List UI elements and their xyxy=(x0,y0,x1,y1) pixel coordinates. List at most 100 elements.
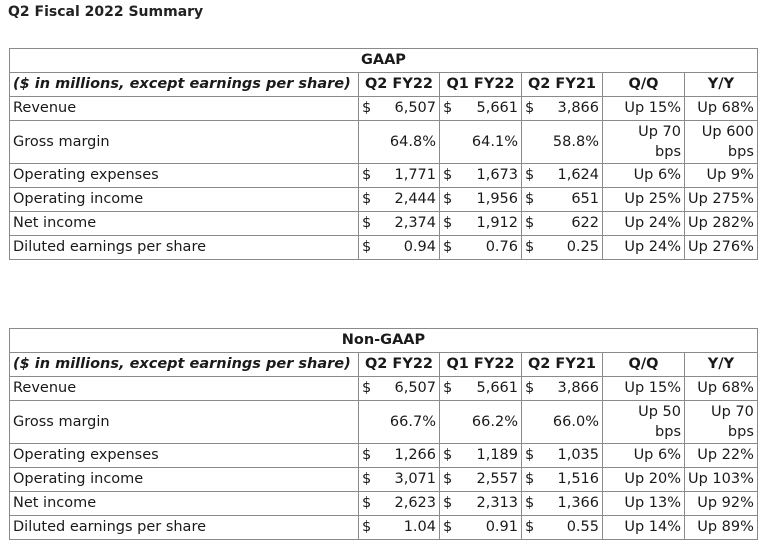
yoy-change-cell: Up 282% xyxy=(684,211,758,236)
change-line: bps xyxy=(727,144,754,160)
table-row: Diluted earnings per share $1.04 $0.91 $0.5… xyxy=(9,515,758,540)
yoy-change-cell: Up 70 bps xyxy=(684,400,758,444)
qoq-change-cell: Up 24% xyxy=(602,211,685,236)
qoq-change-cell: Up 20% xyxy=(602,467,685,492)
cell-value: 5,661 xyxy=(476,380,518,396)
currency-symbol: $ xyxy=(443,380,453,396)
cell-value: 5,661 xyxy=(476,100,518,116)
yoy-change-cell: Up 103% xyxy=(684,467,758,492)
value-cell: $622 xyxy=(521,211,603,236)
value-cell: $2,444 xyxy=(358,187,440,212)
value-cell: $2,374 xyxy=(358,211,440,236)
change-text: Up 70 bps xyxy=(711,402,754,442)
yoy-change-cell: Up 600 bps xyxy=(684,120,758,164)
cell-value: 1,189 xyxy=(476,447,518,463)
change-text: Up 89% xyxy=(697,519,754,535)
change-text: Up 15% xyxy=(624,380,681,396)
column-header: Q2 FY21 xyxy=(521,352,603,377)
change-line: Up 282% xyxy=(688,215,754,231)
cell-value: 651 xyxy=(571,191,599,207)
value-cell: $3,866 xyxy=(521,376,603,401)
cell-value: 66.7% xyxy=(389,413,436,430)
change-line: Up 70 xyxy=(711,404,754,420)
currency-symbol: $ xyxy=(362,519,372,535)
page-title: Q2 Fiscal 2022 Summary xyxy=(8,4,204,20)
row-label: Net income xyxy=(9,491,359,516)
row-label: Operating expenses xyxy=(9,163,359,188)
row-label: Operating income xyxy=(9,467,359,492)
table-row: Operating expenses $1,266 $1,189 $1,035 Up 6… xyxy=(9,443,758,468)
section-header-row: Non-GAAP xyxy=(9,328,758,353)
table-row: Operating income $2,444 $1,956 $651 Up 25% Up… xyxy=(9,187,758,212)
value-cell: $0.94 xyxy=(358,235,440,260)
cell-value: 1,366 xyxy=(557,495,599,511)
currency-symbol: $ xyxy=(525,100,535,116)
change-text: Up 20% xyxy=(624,471,681,487)
cell-value: 0.94 xyxy=(403,239,436,255)
cell-value: 622 xyxy=(571,215,599,231)
value-cell: $6,507 xyxy=(358,96,440,121)
change-text: Up 6% xyxy=(634,167,681,183)
currency-symbol: $ xyxy=(362,380,372,396)
cell-value: 1,624 xyxy=(557,167,599,183)
change-line: Up 89% xyxy=(697,519,754,535)
value-cell: $0.91 xyxy=(439,515,522,540)
qoq-change-cell: Up 15% xyxy=(602,96,685,121)
change-line: Up 6% xyxy=(633,447,681,463)
value-cell: $0.76 xyxy=(439,235,522,260)
currency-symbol: $ xyxy=(525,215,535,231)
currency-symbol: $ xyxy=(525,519,535,535)
value-cell: $1,366 xyxy=(521,491,603,516)
currency-symbol: $ xyxy=(443,100,453,116)
change-text: Up 103% xyxy=(688,471,754,487)
qoq-change-cell: Up 25% xyxy=(602,187,685,212)
cell-value: 0.76 xyxy=(485,239,518,255)
qoq-change-cell: Up 50 bps xyxy=(602,400,685,444)
table-row: Revenue $6,507 $5,661 $3,866 Up 15% Up 68% xyxy=(9,96,758,121)
column-header: Q/Q xyxy=(602,72,685,97)
yoy-change-cell: Up 92% xyxy=(684,491,758,516)
currency-symbol: $ xyxy=(362,100,372,116)
cell-value: 58.8% xyxy=(552,133,599,150)
change-text: Up 22% xyxy=(697,447,754,463)
value-cell: $1.04 xyxy=(358,515,440,540)
change-line: Up 275% xyxy=(688,191,754,207)
column-header: Q1 FY22 xyxy=(439,72,522,97)
change-text: Up 68% xyxy=(697,100,754,116)
cell-value: 1,912 xyxy=(476,215,518,231)
currency-symbol: $ xyxy=(443,471,453,487)
column-header-row: ($ in millions, except earnings per shar… xyxy=(9,352,758,377)
currency-symbol: $ xyxy=(443,239,453,255)
value-cell: $6,507 xyxy=(358,376,440,401)
value-cell: 58.8% xyxy=(521,120,603,164)
currency-symbol: $ xyxy=(525,380,535,396)
change-line: Up 9% xyxy=(706,167,754,183)
section-title: GAAP xyxy=(9,48,758,73)
qoq-change-cell: Up 24% xyxy=(602,235,685,260)
value-cell: 64.8% xyxy=(358,120,440,164)
change-line: bps xyxy=(655,144,681,160)
cell-value: 0.91 xyxy=(485,519,518,535)
cell-value: 1,516 xyxy=(557,471,599,487)
cell-value: 0.55 xyxy=(566,519,599,535)
change-text: Up 13% xyxy=(624,495,681,511)
currency-symbol: $ xyxy=(362,471,372,487)
change-line: Up 70 xyxy=(638,124,681,140)
change-line: Up 92% xyxy=(697,495,754,511)
qoq-change-cell: Up 70 bps xyxy=(602,120,685,164)
change-line: bps xyxy=(655,424,681,440)
cell-value: 6,507 xyxy=(394,380,436,396)
yoy-change-cell: Up 9% xyxy=(684,163,758,188)
change-text: Up 25% xyxy=(624,191,681,207)
change-text: Up 68% xyxy=(697,380,754,396)
value-cell: $1,516 xyxy=(521,467,603,492)
change-line: Up 68% xyxy=(697,100,754,116)
value-cell: $1,673 xyxy=(439,163,522,188)
cell-value: 1,771 xyxy=(394,167,436,183)
cell-value: 3,866 xyxy=(557,100,599,116)
change-text: Up 600 bps xyxy=(702,122,754,162)
section-title: Non-GAAP xyxy=(9,328,758,353)
change-line: Up 13% xyxy=(624,495,681,511)
cell-value: 1,035 xyxy=(557,447,599,463)
cell-value: 2,623 xyxy=(394,495,436,511)
